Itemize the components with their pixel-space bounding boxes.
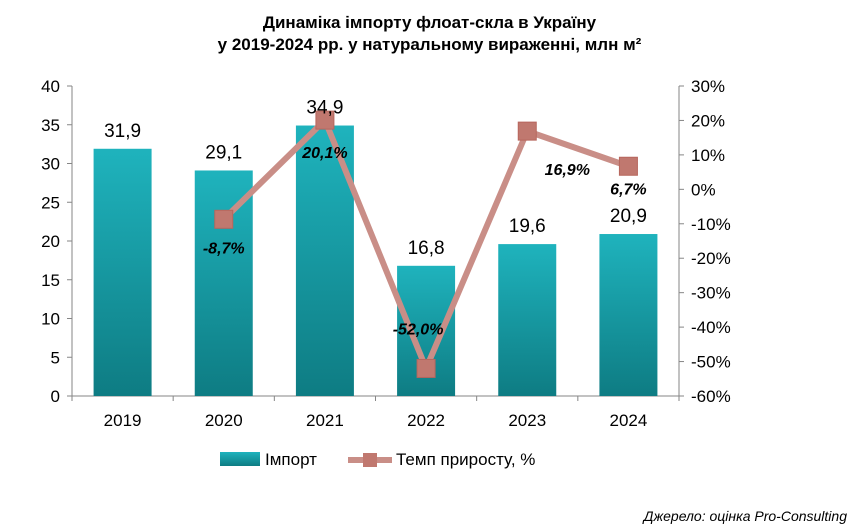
growth-value-label: -52,0% — [393, 321, 444, 338]
legend: Імпорт Темп приросту, % — [220, 450, 535, 469]
growth-value-label: 20,1% — [301, 145, 347, 162]
bar-value-label: 19,6 — [509, 216, 546, 237]
y-right-tick-label: -10% — [691, 215, 731, 234]
y-right-tick-label: -60% — [691, 387, 731, 406]
legend-label-growth: Темп приросту, % — [396, 450, 535, 469]
x-tick-label: 2022 — [407, 411, 445, 430]
bar-value-label: 20,9 — [610, 206, 647, 227]
x-tick-label: 2023 — [508, 411, 546, 430]
bar-value-label: 16,8 — [408, 238, 445, 259]
bar-series-import — [93, 125, 658, 397]
chart-title: Динаміка імпорту флоат-скла в Україну у … — [0, 12, 859, 56]
bar — [93, 148, 152, 396]
legend-label-import: Імпорт — [265, 450, 317, 469]
source-note: Джерело: оцінка Pro-Consulting — [643, 508, 847, 524]
y-left-tick-label: 30 — [41, 155, 60, 174]
y-left-tick-label: 15 — [41, 271, 60, 290]
growth-marker — [618, 156, 638, 176]
y-left-tick-label: 35 — [41, 116, 60, 135]
x-tick-label: 2024 — [610, 411, 648, 430]
bar — [599, 234, 658, 396]
x-tick-label: 2020 — [205, 411, 243, 430]
bar — [194, 170, 253, 396]
growth-marker — [315, 110, 335, 130]
bar-value-label: 34,9 — [306, 98, 343, 119]
y-right-tick-label: 10% — [691, 146, 725, 165]
legend-swatch-import — [220, 452, 260, 466]
y-left-tick-label: 40 — [41, 77, 60, 96]
y-right-tick-label: -30% — [691, 284, 731, 303]
growth-marker — [214, 209, 234, 229]
y-left-tick-label: 0 — [51, 387, 60, 406]
chart-title-line-1: Динаміка імпорту флоат-скла в Україну — [262, 13, 597, 32]
bar — [498, 244, 557, 396]
y-right-tick-label: -20% — [691, 249, 731, 268]
bar-value-label: 31,9 — [104, 121, 141, 142]
axes: 0 5 10 15 20 25 30 35 40 -60% -50% -40% -30% -20% -10%… — [41, 77, 731, 430]
y-right-tick-label: -50% — [691, 353, 731, 372]
chart-title-line-2: у 2019-2024 рр. у натуральному вираженні… — [217, 35, 642, 54]
y-right-tick-label: -40% — [691, 318, 731, 337]
bar-value-label: 29,1 — [205, 142, 242, 163]
y-left-tick-label: 5 — [51, 348, 60, 367]
line-series-growth — [214, 110, 638, 378]
growth-value-label: 16,9% — [545, 162, 590, 179]
y-right-tick-label: 30% — [691, 77, 725, 96]
y-right-tick-label: 0% — [691, 180, 716, 199]
growth-value-label: 6,7% — [610, 181, 646, 198]
data-labels: 31,9 29,1 34,9 16,8 19,6 20,9 -8,7% 20,1% -52,0%… — [104, 98, 647, 339]
growth-value-label: -8,7% — [203, 240, 245, 257]
y-left-tick-label: 20 — [41, 232, 60, 251]
y-right-tick-label: 20% — [691, 111, 725, 130]
x-tick-label: 2021 — [306, 411, 344, 430]
y-left-tick-label: 10 — [41, 310, 60, 329]
legend-swatch-growth-marker — [363, 453, 377, 467]
x-tick-label: 2019 — [104, 411, 142, 430]
growth-marker — [416, 358, 436, 378]
y-left-tick-label: 25 — [41, 193, 60, 212]
growth-marker — [517, 121, 537, 141]
